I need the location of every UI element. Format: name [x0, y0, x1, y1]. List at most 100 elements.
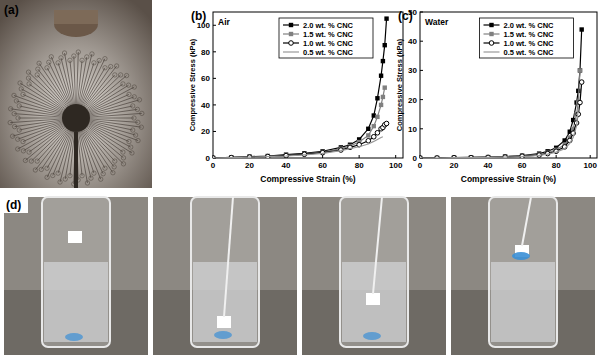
seed-tuft — [124, 73, 128, 77]
series-line — [213, 88, 385, 158]
seed-tuft — [56, 171, 60, 175]
photo-bg — [4, 197, 148, 355]
legend-marker — [289, 23, 293, 27]
seed-tuft — [26, 76, 30, 80]
x-tick — [556, 155, 557, 158]
figure: (a)(d)020406080100020406080100Compressiv… — [0, 0, 600, 358]
photo-bg — [0, 0, 152, 188]
marker — [520, 153, 524, 157]
legend-box — [480, 18, 574, 58]
y-tick-label: 40 — [408, 37, 417, 46]
marker — [578, 68, 582, 72]
y-axis-label: Compressive Stress (kPa) — [188, 38, 197, 131]
seed-tuft — [16, 137, 20, 141]
x-tick-label: 100 — [584, 161, 598, 170]
seed-tuft — [21, 139, 25, 143]
seed-tuft — [27, 82, 31, 86]
seed-tuft — [127, 139, 131, 143]
photo-bg — [153, 197, 297, 355]
seed-tuft — [76, 50, 80, 54]
x-tick — [359, 155, 360, 158]
x-tick-label: 60 — [518, 161, 527, 170]
seed-tuft — [111, 171, 115, 175]
seed-tuft — [17, 128, 21, 132]
seed-tuft — [121, 150, 125, 154]
photo-bg — [302, 197, 446, 355]
aerogel-cube — [217, 316, 231, 328]
series-line — [420, 82, 582, 158]
legend-label: 0.5 wt. % CNC — [303, 48, 354, 57]
series-line — [420, 108, 578, 158]
seed-tuft — [80, 58, 84, 62]
dye — [363, 332, 381, 340]
marker — [375, 130, 380, 135]
seed-head — [62, 104, 90, 132]
seed-tuft — [47, 60, 51, 64]
seed-tuft — [114, 64, 118, 68]
seed-tuft — [112, 165, 116, 169]
legend-marker — [289, 41, 294, 46]
seed-tuft — [80, 173, 84, 177]
y-tick — [213, 131, 216, 132]
seed-tuft — [59, 56, 63, 60]
y-tick-label: 20 — [201, 127, 210, 136]
photo-bg — [451, 197, 595, 355]
test-tube — [42, 197, 110, 347]
seed-tuft — [35, 73, 39, 77]
x-tick-label: 80 — [552, 161, 561, 170]
seed-tuft — [113, 73, 117, 77]
y-tick-label: 0 — [206, 154, 211, 163]
marker — [383, 43, 387, 47]
y-tick-label: 60 — [201, 74, 210, 83]
seed-tuft — [18, 81, 22, 85]
seed-tuft — [17, 104, 21, 108]
seed-tuft — [39, 167, 43, 171]
marker — [366, 127, 370, 131]
marker — [579, 27, 583, 31]
marker — [381, 95, 385, 99]
legend-swatch — [283, 51, 299, 52]
test-tube — [340, 197, 408, 347]
seed-tuft — [132, 95, 136, 99]
seed-tuft — [56, 61, 60, 65]
dye — [65, 333, 83, 341]
marker — [372, 124, 376, 128]
seed-tuft — [23, 158, 27, 162]
series-line — [213, 123, 387, 158]
seed-tuft — [14, 99, 18, 103]
legend-label: 2.0 wt. % CNC — [504, 21, 555, 30]
seed-tuft — [26, 70, 30, 74]
x-axis-label: Compressive Strain (%) — [260, 174, 356, 184]
plot-frame — [420, 12, 597, 158]
legend-label: 1.0 wt. % CNC — [303, 39, 354, 48]
series-line — [213, 19, 387, 158]
seed-tuft — [33, 168, 37, 172]
x-tick-label: 40 — [484, 161, 493, 170]
annotation: Water — [425, 17, 449, 27]
seed-tuft — [92, 171, 96, 175]
seed-tuft — [99, 177, 103, 181]
marker — [375, 96, 379, 100]
seed-tuft — [108, 64, 112, 68]
marker — [383, 85, 387, 89]
y-tick — [213, 78, 216, 79]
seed-tuft — [16, 147, 20, 151]
seed-tuft — [103, 66, 107, 70]
marker — [379, 103, 383, 107]
seed-tuft — [136, 120, 140, 124]
seed-tuft — [131, 128, 135, 132]
seed-tuft — [89, 176, 93, 180]
marker — [579, 80, 584, 85]
seed-tuft — [36, 67, 40, 71]
y-tick — [213, 104, 216, 105]
y-tick — [420, 128, 423, 129]
label-bg — [4, 197, 28, 213]
photos-d — [4, 197, 595, 355]
aerogel-top — [54, 10, 98, 24]
seed-tuft — [21, 149, 25, 153]
seed-tuft — [21, 92, 25, 96]
legend-label: 1.0 wt. % CNC — [504, 39, 555, 48]
tweezers — [373, 197, 382, 294]
seed-tuft — [85, 181, 89, 185]
legend-box — [279, 18, 373, 58]
